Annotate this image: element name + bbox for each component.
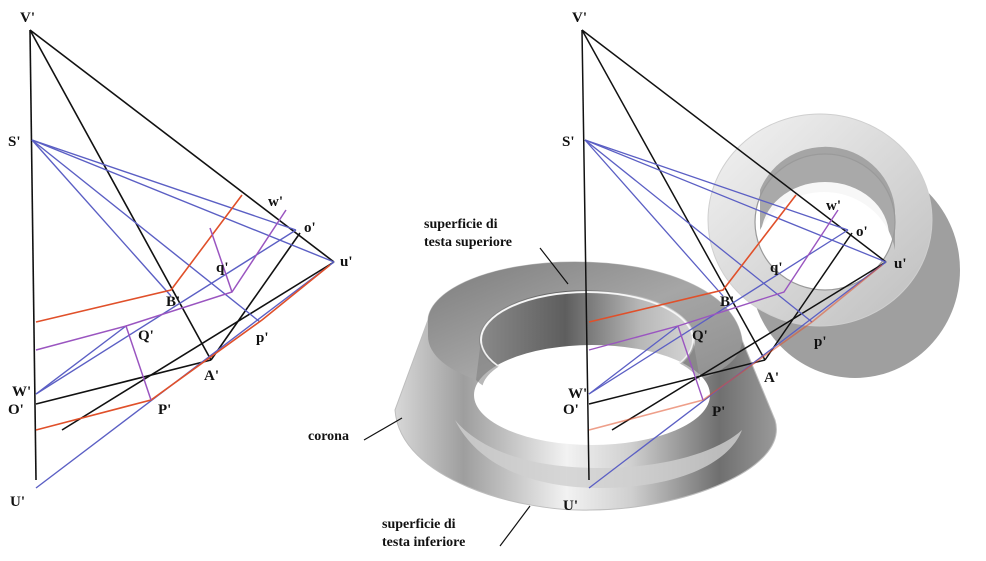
right-construction: V' S' B' Q' A' P' W' O' U' w' o' u' q' p…	[562, 10, 907, 514]
right-label-W: W'	[568, 386, 587, 402]
annotation-crown-label: corona	[308, 429, 349, 444]
annotation-bottom-face: superficie di testa inferiore	[382, 505, 531, 550]
left-label-o: o'	[304, 220, 316, 236]
right-label-p: p'	[814, 334, 827, 350]
annotation-top-face-leader	[539, 247, 569, 285]
right-label-u: u'	[894, 256, 907, 272]
left-label-Q: Q'	[138, 328, 154, 344]
left-label-S: S'	[8, 134, 21, 150]
right-label-o: o'	[856, 224, 868, 240]
left-label-p: p'	[256, 330, 269, 346]
annotation-top-face-line1: superficie di	[424, 217, 498, 232]
right-label-w: w'	[826, 198, 841, 214]
right-label-q: q'	[770, 260, 783, 276]
upper-ring-solid	[707, 113, 960, 378]
right-label-P: P'	[712, 404, 725, 420]
right-labels: V' S' B' Q' A' P' W' O' U' w' o' u' q' p…	[562, 10, 907, 514]
left-construction: V' S' B' Q' A' P' W' O' U' w' o' u' q' p…	[8, 10, 353, 510]
annotation-crown-leader	[363, 417, 403, 441]
left-label-B: B'	[166, 294, 180, 310]
left-red-lines	[35, 194, 331, 431]
right-black-lines	[581, 29, 887, 481]
left-label-U: U'	[10, 494, 25, 510]
left-labels: V' S' B' Q' A' P' W' O' U' w' o' u' q' p…	[8, 10, 353, 510]
right-label-Q: Q'	[692, 328, 708, 344]
annotation-top-face-line2: testa superiore	[424, 235, 512, 250]
right-label-V: V'	[572, 10, 587, 26]
annotation-crown: corona	[308, 417, 403, 444]
left-label-w: w'	[268, 194, 283, 210]
annotation-top-face: superficie di testa superiore	[424, 217, 569, 285]
right-label-U: U'	[563, 498, 578, 514]
right-label-B: B'	[720, 294, 734, 310]
left-label-q: q'	[216, 260, 229, 276]
annotations: superficie di testa superiore corona sup…	[308, 217, 569, 550]
left-purple-lines	[35, 209, 287, 401]
right-label-A: A'	[764, 370, 779, 386]
left-label-A: A'	[204, 368, 219, 384]
left-black-lines	[29, 29, 335, 481]
left-label-W: W'	[12, 384, 31, 400]
left-label-O: O'	[8, 402, 24, 418]
right-purple-lines	[588, 209, 839, 401]
annotation-bottom-face-line1: superficie di	[382, 517, 456, 532]
annotation-bottom-face-leader	[499, 505, 531, 547]
left-label-u: u'	[340, 254, 353, 270]
right-label-S: S'	[562, 134, 575, 150]
right-label-O: O'	[563, 402, 579, 418]
left-label-P: P'	[158, 402, 171, 418]
left-blue-lines	[31, 139, 335, 489]
left-label-V: V'	[20, 10, 35, 26]
annotation-bottom-face-line2: testa inferiore	[382, 535, 465, 550]
right-red-lines	[588, 194, 883, 431]
